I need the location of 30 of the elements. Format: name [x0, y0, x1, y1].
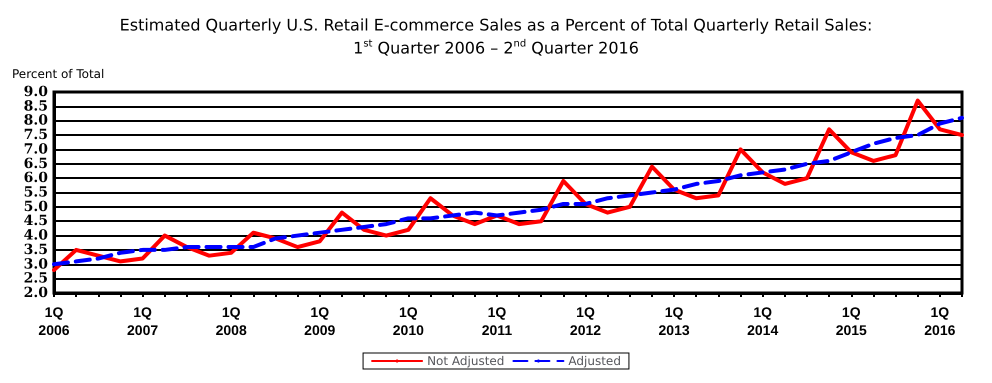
- x-tick-label: 1Q 2010: [392, 304, 424, 338]
- y-tick-label: 4.0: [24, 228, 48, 244]
- y-tick-label: 5.0: [24, 198, 48, 215]
- chart-title: Estimated Quarterly U.S. Retail E-commerce Sales as a Percent of Total Quarterly Retail Sales:: [120, 16, 872, 34]
- y-tick-label: 7.5: [24, 127, 48, 144]
- y-tick-label: 4.5: [24, 213, 48, 230]
- y-tick-label: 7.0: [24, 141, 48, 158]
- y-tick-label: 5.5: [24, 184, 48, 200]
- y-tick-label: 3.5: [24, 242, 48, 258]
- y-tick-label: 2.5: [24, 270, 48, 287]
- x-tick-label: 1Q 2007: [127, 304, 158, 338]
- x-tick-label: 1Q 2014: [747, 304, 778, 338]
- y-tick-label: 9.0: [24, 84, 48, 100]
- x-tick-label: 1Q 2012: [570, 304, 602, 338]
- legend-label: Not Adjusted: [427, 354, 504, 368]
- y-tick-label: 8.0: [24, 112, 48, 129]
- x-tick-label: 1Q 2008: [216, 304, 247, 338]
- x-tick-label: 1Q 2015: [836, 304, 868, 338]
- x-tick-label: 1Q 2013: [658, 304, 690, 338]
- y-tick-label: 8.5: [24, 98, 48, 114]
- x-tick-label: 1Q 2006: [38, 304, 70, 338]
- y-axis-title: Percent of Total: [12, 67, 104, 81]
- y-tick-label: 6.0: [24, 170, 48, 186]
- x-tick-label: 1Q 2009: [304, 304, 336, 338]
- x-tick-label: 1Q 2011: [482, 304, 512, 338]
- x-tick-label: 1Q 2016: [924, 304, 956, 338]
- y-tick-label: 6.5: [24, 156, 48, 172]
- legend-label: Adjusted: [568, 354, 621, 368]
- y-tick-label: 3.0: [24, 256, 48, 272]
- y-tick-label: 2.0: [24, 285, 48, 301]
